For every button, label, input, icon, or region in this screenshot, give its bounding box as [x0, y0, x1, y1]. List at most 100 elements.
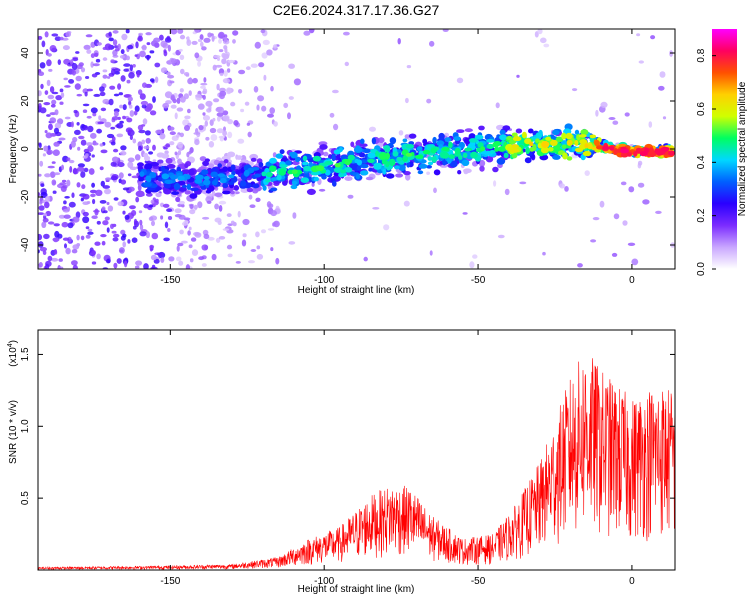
- spectrogram-cell: [129, 110, 135, 117]
- spectrogram-cell: [38, 173, 42, 177]
- spectrogram-cell: [91, 250, 96, 256]
- spectrogram-cell: [288, 96, 294, 100]
- spectrogram-cell: [550, 141, 556, 145]
- spectrogram-cell: [120, 179, 127, 185]
- spectrogram-cell: [183, 72, 190, 76]
- spectrogram-cell: [308, 29, 315, 34]
- spectrogram-cell: [178, 260, 184, 266]
- spectrogram-cell: [222, 115, 230, 122]
- spectrogram-cell: [174, 151, 178, 156]
- spectrogram-cell: [91, 182, 95, 188]
- spectrogram-cell: [87, 231, 94, 235]
- spectrogram-cell: [402, 138, 408, 143]
- spectrogram-cell: [462, 212, 468, 215]
- spectrogram-cell: [58, 137, 66, 141]
- spectrogram-cell: [149, 244, 155, 249]
- spectrogram-cell: [111, 230, 117, 234]
- spectrogram-cell: [444, 137, 452, 143]
- spectrogram-cell: [249, 204, 256, 208]
- spectrogram-cell: [360, 170, 369, 176]
- spectrogram-cell: [189, 209, 196, 215]
- spectrogram-cell: [166, 71, 171, 76]
- spectrogram-cell: [193, 205, 199, 209]
- spectrogram-cell: [129, 205, 136, 210]
- spectrogram-cell: [145, 192, 153, 197]
- spectrogram-cell: [288, 63, 295, 69]
- spectrogram-cell: [222, 130, 228, 137]
- spectrogram-cell: [85, 153, 89, 158]
- spectrogram-data: [38, 29, 675, 269]
- spectrogram-cell: [486, 139, 495, 143]
- spectrogram-cell: [192, 77, 198, 84]
- spectrogram-cell: [273, 121, 278, 127]
- spectrogram-cell: [169, 80, 175, 84]
- spectrogram-cell: [321, 174, 327, 180]
- spectrogram-cell: [139, 224, 144, 231]
- spectrogram-cell: [190, 187, 199, 192]
- spectrogram-cell: [102, 47, 108, 50]
- spectrogram-cell: [584, 143, 589, 149]
- spectrogram-cell: [154, 76, 159, 83]
- spectrogram-cell: [146, 42, 151, 46]
- snr-panel: -150 -100 -50 0 0.5 1.0 1.5 Height of straigh…: [7, 329, 676, 595]
- spectrogram-cell: [85, 226, 90, 230]
- spectrogram-cell: [540, 37, 547, 44]
- spectrogram-cell: [133, 218, 138, 226]
- spectrogram-cell: [45, 132, 53, 139]
- spectrogram-cell: [256, 253, 264, 260]
- spectrogram-cell: [122, 210, 126, 215]
- spectrogram-cell: [227, 181, 235, 186]
- spectrogram-cell: [123, 68, 129, 72]
- spectrogram-cell: [205, 136, 210, 141]
- spectrogram-cell: [152, 96, 156, 103]
- spectrogram-y-label: Frequency (Hz): [8, 115, 19, 184]
- spectrogram-cell: [98, 115, 102, 121]
- spectrogram-cell: [125, 127, 133, 133]
- spectrogram-cell: [131, 237, 138, 243]
- spectrogram-cell: [219, 177, 227, 184]
- spectrogram-cell: [260, 229, 267, 234]
- spectrogram-cell: [43, 233, 50, 240]
- spectrogram-cell: [224, 36, 228, 43]
- spectrogram-cell: [492, 141, 500, 148]
- spectrogram-cell: [77, 163, 85, 168]
- spectrogram-cell: [39, 247, 48, 252]
- spectrogram-cell: [44, 173, 51, 178]
- spectrogram-cell: [260, 29, 266, 34]
- spectrogram-cell: [46, 114, 51, 117]
- spectrogram-cell: [46, 149, 53, 155]
- spectrogram-cell: [72, 57, 79, 62]
- spectrogram-cell: [120, 145, 127, 151]
- spectrogram-cell: [49, 117, 57, 124]
- spectrogram-cell: [151, 232, 159, 240]
- spectrogram-cell: [152, 159, 157, 163]
- spectrogram-cell: [262, 185, 267, 191]
- spectrogram-cell: [524, 157, 532, 164]
- spectrogram-cell: [145, 231, 150, 239]
- spectrogram-cell: [231, 170, 236, 176]
- spectrogram-cell: [496, 157, 506, 165]
- spectrogram-cell: [283, 102, 289, 109]
- spectrogram-cell: [59, 36, 64, 41]
- spectrogram-cell: [38, 71, 45, 76]
- spectrogram-cell: [497, 146, 506, 152]
- spectrogram-cell: [620, 181, 627, 186]
- spectrogram-cell: [74, 129, 81, 135]
- spectrogram-cell: [110, 141, 116, 146]
- spectrogram-cell: [64, 196, 70, 199]
- spectrogram-cell: [91, 154, 95, 158]
- spectrogram-cell: [561, 144, 567, 149]
- spectrogram-cell: [227, 59, 235, 64]
- spectrogram-cell: [655, 210, 662, 214]
- spectrogram-cell: [456, 129, 465, 134]
- spectrogram-cell: [492, 166, 499, 173]
- spectrogram-cell: [478, 159, 486, 167]
- spectrogram-cell: [440, 152, 450, 159]
- spectrogram-cell: [61, 179, 67, 183]
- spectrogram-cell: [39, 62, 46, 69]
- spectrogram-cell: [255, 231, 260, 238]
- spectrogram-cell: [113, 110, 119, 117]
- spectrogram-cell: [198, 256, 205, 261]
- spectrogram-cell: [184, 163, 189, 169]
- spectrogram-cell: [493, 180, 497, 187]
